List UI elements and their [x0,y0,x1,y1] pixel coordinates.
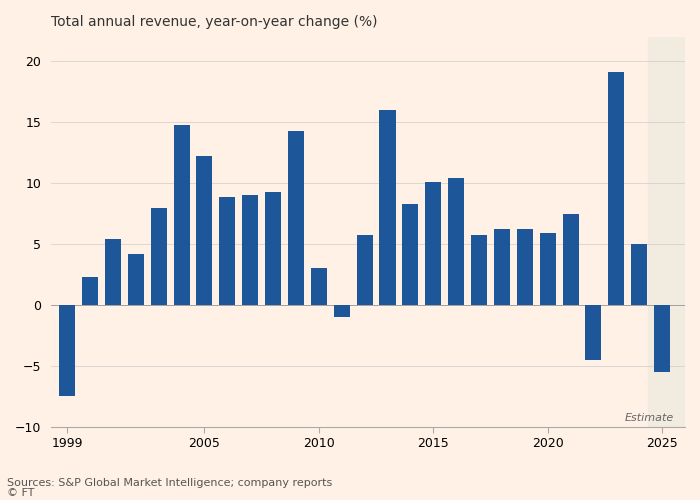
Bar [174,124,190,305]
Bar [242,196,258,305]
Bar [150,208,167,305]
Bar [648,37,685,426]
Bar [334,305,350,317]
Text: Sources: S&P Global Market Intelligence; company reports: Sources: S&P Global Market Intelligence;… [7,478,332,488]
Text: Estimate: Estimate [624,413,673,423]
Bar [288,131,304,305]
Bar [59,305,75,396]
Bar [82,277,98,305]
Bar [311,268,327,305]
Text: Total annual revenue, year-on-year change (%): Total annual revenue, year-on-year chang… [51,15,377,29]
Text: © FT: © FT [7,488,34,498]
Bar [356,236,372,305]
Bar [585,305,601,360]
Bar [448,178,464,305]
Bar [219,196,235,305]
Bar [517,230,533,305]
Bar [540,233,556,305]
Bar [197,156,212,305]
Bar [105,239,121,305]
Bar [494,230,510,305]
Bar [402,204,419,305]
Bar [471,236,487,305]
Bar [426,182,441,305]
Bar [654,305,670,372]
Bar [563,214,579,305]
Bar [379,110,396,305]
Bar [631,244,648,305]
Bar [608,72,624,305]
Bar [265,192,281,305]
Bar [128,254,144,305]
